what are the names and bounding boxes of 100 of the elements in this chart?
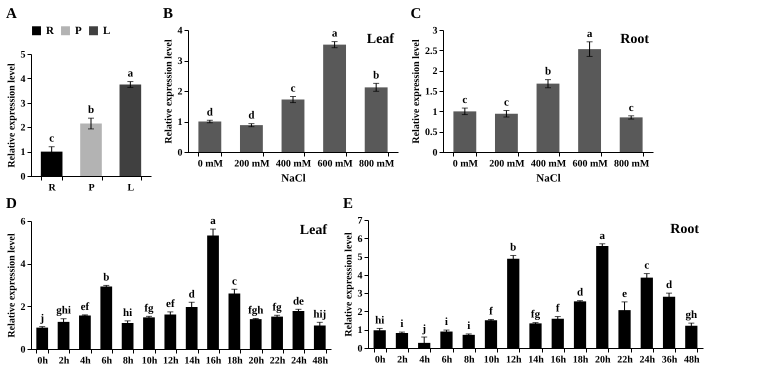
x-tick-label: 22h (270, 356, 286, 366)
annotation: Root (620, 32, 650, 47)
x-tick-label: 6h (101, 356, 112, 366)
y-tick-label: 2 (20, 122, 26, 134)
bar (198, 122, 222, 152)
data-label: j (421, 323, 426, 336)
bar (282, 100, 304, 152)
x-tick-label: 24h (291, 356, 308, 366)
data-label: fg (272, 301, 282, 314)
y-tick-label: 0.5 (425, 127, 438, 138)
x-tick-label: 24h (640, 354, 656, 366)
data-label: i (444, 316, 448, 328)
x-tick-label: 6h (442, 354, 453, 366)
data-label: c (290, 82, 296, 94)
x-tick-label: 14h (184, 356, 200, 366)
y-tick-label: 3 (358, 288, 362, 300)
x-tick-label: 0h (37, 356, 48, 366)
data-label: b (88, 104, 94, 116)
y-tick-label: 0 (20, 344, 26, 356)
y-tick-label: 0 (178, 148, 182, 158)
y-tick-label: 0 (358, 344, 362, 354)
data-label: e (622, 288, 628, 300)
bar (453, 111, 476, 152)
data-label: f (489, 305, 494, 318)
x-tick-label: 0 mM (198, 158, 224, 170)
bar (240, 125, 263, 152)
bar (323, 44, 346, 152)
y-tick-label: 4 (358, 270, 362, 282)
y-tick-label: 1 (20, 147, 26, 158)
y-tick-label: 1.5 (425, 86, 438, 98)
x-tick-label: 4h (419, 354, 430, 366)
x-tick-label: 48h (312, 356, 329, 366)
x-tick-label: 20h (594, 354, 611, 366)
annotation: Leaf (300, 223, 328, 238)
y-axis-title: Relative expression level (6, 233, 18, 338)
y-tick-label: 5 (20, 50, 26, 60)
x-tick-label: 4h (80, 356, 92, 366)
data-label: gh (686, 309, 698, 322)
annotation: Root (670, 222, 700, 237)
x-tick-label: 22h (617, 354, 634, 366)
data-label: a (332, 28, 338, 40)
x-tick-label: 36h (662, 354, 678, 366)
annotation: Leaf (366, 32, 394, 47)
y-tick-label: 2 (20, 302, 26, 313)
x-tick-label: 16h (550, 354, 566, 366)
data-label: d (206, 106, 213, 118)
legend-label: P (75, 24, 82, 37)
x-tick-label: 18h (227, 356, 244, 366)
data-label: ghi (56, 304, 71, 317)
x-tick-label: 8h (464, 354, 475, 366)
data-label: b (373, 69, 380, 82)
data-label: f (556, 302, 560, 315)
x-tick-label: 20h (248, 356, 264, 366)
y-tick-label: 7 (358, 216, 362, 226)
y-tick-label: 3 (432, 26, 438, 36)
y-tick-label: 2 (432, 66, 438, 78)
data-label: c (232, 275, 237, 288)
y-tick-label: 1 (178, 117, 182, 128)
data-label: a (586, 28, 593, 40)
y-tick-label: 6 (358, 234, 362, 245)
chart-title: A (6, 6, 17, 22)
data-label: d (576, 286, 584, 299)
bar (494, 114, 518, 152)
x-tick-label: 12h (163, 356, 180, 366)
y-axis-title: Relative expression level (164, 39, 174, 144)
x-tick-label: 48h (684, 354, 700, 366)
x-tick-label: 200 mM (234, 158, 270, 170)
chart-title: E (343, 196, 354, 212)
data-label: d (666, 279, 672, 292)
y-tick-label: 4 (20, 74, 26, 85)
chart-title: C (410, 6, 422, 22)
data-label: c (462, 94, 468, 106)
y-axis-title: Relative expression level (344, 232, 354, 337)
y-tick-label: 3 (178, 56, 182, 67)
x-tick-label: 400 mM (276, 158, 312, 170)
y-tick-label: 0 (432, 148, 438, 158)
y-axis-title: Relative expression level (6, 63, 18, 168)
x-tick-label: 2h (58, 356, 70, 366)
data-label: c (628, 102, 634, 114)
data-label: b (510, 241, 516, 254)
x-tick-label: 10h (142, 356, 158, 366)
data-label: i (467, 320, 470, 332)
data-label: j (39, 312, 44, 325)
y-tick-label: 1 (432, 106, 438, 118)
data-label: c (504, 96, 509, 109)
data-label: ef (80, 300, 90, 313)
data-label: b (103, 271, 110, 284)
y-tick-label: 4 (20, 259, 26, 270)
data-label: d (248, 110, 254, 122)
x-tick-label: 12h (506, 354, 522, 366)
data-label: i (400, 318, 404, 330)
x-tick-label: 600 mM (317, 158, 354, 170)
x-tick-label: 16h (206, 356, 222, 366)
legend-label: L (103, 24, 110, 37)
data-label: hi (375, 314, 384, 326)
y-tick-label: 3 (20, 98, 26, 110)
x-tick-label: 0 mM (452, 158, 479, 170)
x-tick-label: P (88, 182, 95, 194)
data-label: a (210, 215, 216, 228)
x-tick-label: 0h (374, 354, 386, 366)
